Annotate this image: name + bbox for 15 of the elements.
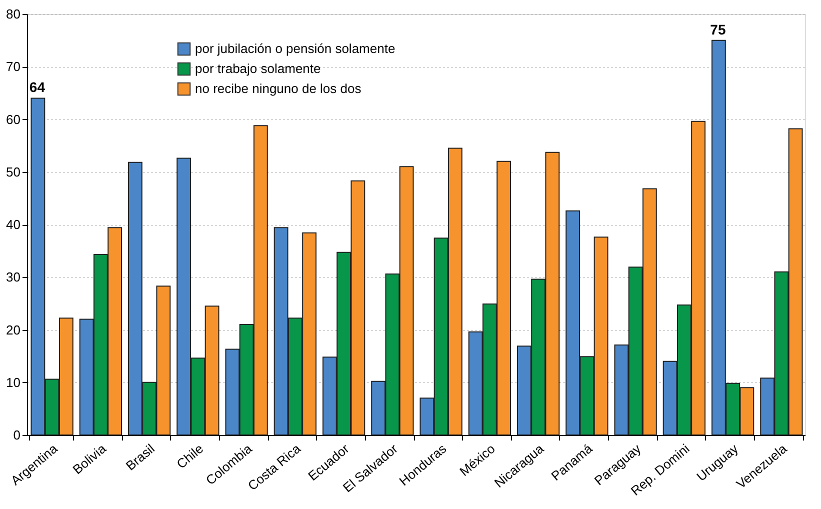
y-tick-label: 20: [6, 322, 20, 338]
y-tick-label: 70: [6, 59, 20, 74]
y-tick-label: 50: [6, 164, 20, 180]
y-tick-label: 0: [13, 428, 20, 442]
y-tick-label: 30: [6, 270, 20, 285]
legend-label: por jubilación o pensión solamente: [195, 41, 396, 56]
y-tick-label: 10: [6, 374, 20, 390]
y-tick-label: 80: [6, 6, 20, 22]
y-tick-label: 60: [6, 112, 20, 127]
y-tick-label: 40: [6, 217, 20, 232]
legend-label: por trabajo solamente: [195, 61, 321, 76]
legend-label: no recibe ninguno de los dos: [195, 81, 362, 96]
data-label: 64: [29, 79, 46, 96]
x-tick-label: Chile: [174, 440, 206, 472]
data-label: 75: [710, 21, 726, 38]
